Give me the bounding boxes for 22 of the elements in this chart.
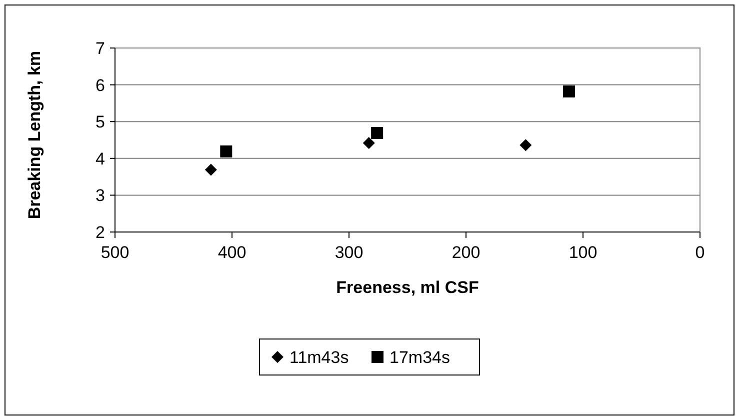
point (220, 145, 232, 158)
legend-label: 17m34s (390, 348, 450, 367)
y-tick-label: 5 (96, 112, 105, 132)
y-tick-label: 4 (96, 149, 105, 168)
x-tick-label: 400 (218, 243, 246, 262)
x-tick-label: 500 (100, 243, 130, 262)
point (362, 136, 375, 149)
x-tick-label: 200 (452, 243, 480, 262)
point (562, 85, 575, 98)
point (204, 164, 217, 176)
x-axis-title: Freeness, ml CSF (336, 278, 479, 297)
x-tick-label: 300 (334, 243, 364, 262)
y-tick-label: 6 (96, 76, 105, 95)
point (520, 139, 532, 152)
y-tick-label: 3 (96, 186, 105, 206)
x-tick-label: 0 (695, 243, 705, 262)
y-axis-title: Breaking Length, km (25, 50, 44, 220)
y-tick-label: 7 (96, 38, 105, 58)
y-tick-label: 2 (96, 222, 105, 242)
x-tick-label: 100 (568, 243, 598, 262)
point (371, 127, 384, 140)
legend-label: 11m43s (290, 348, 349, 367)
